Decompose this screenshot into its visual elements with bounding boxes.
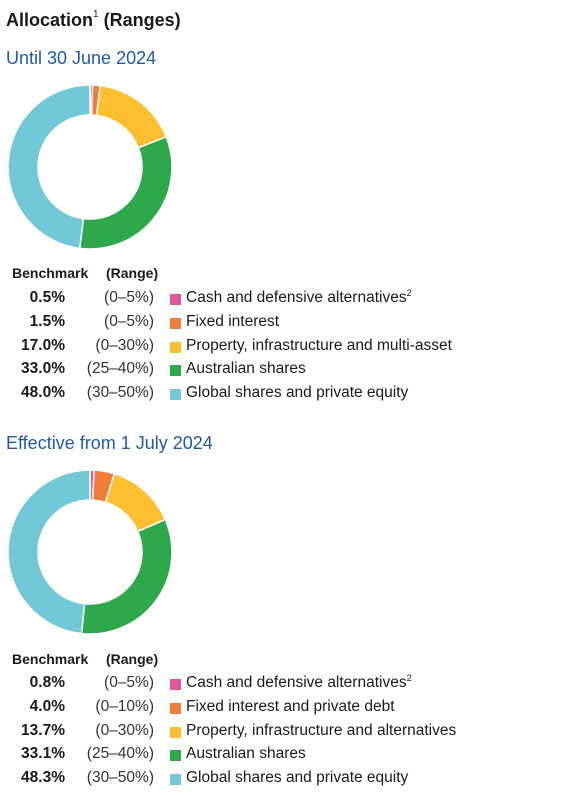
chart-1-slice-3 [95, 84, 168, 149]
chart-2-range-value: (0–30%) [95, 721, 154, 739]
chart-1-range-value: (0–5%) [104, 289, 154, 306]
chart-2-benchmark-header: Benchmark [12, 651, 89, 667]
chart-1-legend-label: Property, infrastructure and multi-asset [186, 336, 452, 354]
chart-2-legend-label: Global shares and private equity [186, 769, 409, 787]
chart-1-legend-label: Australian shares [186, 360, 306, 378]
chart-1-legend-swatch [170, 365, 181, 377]
chart-2-range-value: (0–5%) [104, 674, 154, 691]
chart-1-legend-label: Cash and defensive alternatives2 [186, 288, 412, 306]
chart-1-slice-4 [78, 135, 173, 250]
chart-2-benchmark-value: 33.1% [21, 745, 65, 763]
chart-2-benchmark-value: 0.8% [29, 674, 65, 691]
chart-1-legend-row: 33.0% (25–40%) Australian shares [0, 360, 575, 383]
chart-1-benchmark-header: Benchmark [12, 265, 89, 281]
chart-2-slice-4 [80, 518, 173, 635]
chart-1-benchmark-value: 17.0% [21, 336, 65, 354]
chart-2-legend-swatch [170, 679, 181, 690]
chart-2-legend-swatch [170, 702, 181, 714]
chart-2-legend-row: 13.7% (0–30%) Property, infrastructure and… [0, 722, 575, 745]
chart-1-legend-row: 1.5% (0–5%) Fixed interest [0, 313, 575, 336]
chart-2-legend-row: 33.1% (25–40%) Australian shares [0, 745, 575, 768]
chart-2-slice-5 [7, 469, 91, 635]
chart-1-range-value: (0–5%) [104, 312, 154, 330]
chart-1-benchmark-value: 1.5% [29, 312, 65, 330]
chart-2-legend-swatch [170, 750, 181, 762]
chart-1-benchmark-value: 33.0% [21, 360, 65, 378]
chart-2-range-value: (30–50%) [86, 769, 154, 787]
chart-1-range-value: (0–30%) [95, 336, 154, 354]
title-footnote: 1 [93, 9, 99, 20]
chart-2-subtitle: Effective from 1 July 2024 [6, 433, 213, 453]
chart-1-benchmark-value: 0.5% [29, 289, 65, 306]
chart-1-benchmark-value: 48.0% [21, 384, 65, 402]
chart-1-range-header: (Range) [106, 265, 159, 281]
chart-2-benchmark-value: 13.7% [21, 721, 65, 739]
chart-1-legend-row: 48.0% (30–50%) Global shares and private e… [0, 384, 575, 407]
chart-2-range-value: (0–10%) [95, 697, 154, 715]
chart-1-legend-swatch [170, 294, 181, 305]
chart-2-range-header: (Range) [106, 651, 159, 667]
chart-2-legend-label: Fixed interest and private debt [186, 697, 395, 715]
chart-2-legend-footnote: 2 [406, 673, 412, 683]
chart-1-legend-row: 0.5% (0–5%) Cash and defensive alternative… [0, 288, 575, 312]
chart-2-range-value: (25–40%) [86, 745, 154, 763]
chart-2-legend-row: 0.8% (0–5%) Cash and defensive alternative… [0, 673, 575, 697]
chart-2-legend-swatch [170, 774, 181, 786]
chart-1-range-value: (30–50%) [86, 384, 154, 402]
chart-1-legend-label: Fixed interest [186, 312, 280, 330]
chart-2-benchmark-value: 4.0% [29, 697, 65, 715]
chart-1-subtitle: Until 30 June 2024 [6, 48, 157, 68]
chart-2-legend-row: 48.3% (30–50%) Global shares and private e… [0, 769, 575, 792]
chart-2-benchmark-value: 48.3% [21, 769, 65, 787]
chart-1-slice-5 [7, 84, 91, 250]
chart-1-range-value: (25–40%) [86, 360, 154, 378]
chart-2-legend-swatch [170, 726, 181, 738]
page-title: Allocation1 (Ranges) [6, 9, 181, 31]
title-suffix: (Ranges) [98, 10, 181, 30]
title-text: Allocation [6, 10, 94, 30]
chart-1-legend-swatch [170, 317, 181, 329]
chart-1-donut [7, 84, 173, 250]
chart-2-legend-label: Cash and defensive alternatives2 [186, 673, 412, 691]
chart-1-legend-label: Global shares and private equity [186, 384, 409, 402]
chart-2-legend-label: Australian shares [186, 745, 306, 763]
chart-1-legend-footnote: 2 [406, 288, 412, 298]
chart-1-legend-swatch [170, 341, 181, 353]
chart-1-legend-row: 17.0% (0–30%) Property, infrastructure and… [0, 337, 575, 360]
chart-2-donut [7, 469, 173, 635]
chart-2-legend-row: 4.0% (0–10%) Fixed interest and private de… [0, 698, 575, 721]
chart-2-legend-label: Property, infrastructure and alternative… [186, 721, 457, 739]
chart-1-legend-swatch [170, 389, 181, 401]
